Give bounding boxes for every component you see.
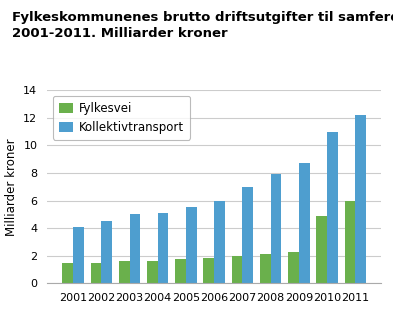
- Bar: [288, 251, 299, 283]
- Y-axis label: Milliarder kroner: Milliarder kroner: [5, 138, 18, 236]
- Bar: [186, 207, 196, 283]
- Bar: [147, 260, 158, 283]
- Bar: [119, 261, 130, 283]
- Bar: [260, 254, 271, 283]
- Legend: Fylkesvei, Kollektivtransport: Fylkesvei, Kollektivtransport: [53, 96, 190, 140]
- Bar: [73, 227, 84, 283]
- Bar: [299, 163, 310, 283]
- Bar: [158, 213, 169, 283]
- Bar: [204, 258, 214, 283]
- Bar: [62, 263, 73, 283]
- Bar: [355, 115, 366, 283]
- Bar: [316, 216, 327, 283]
- Bar: [327, 132, 338, 283]
- Text: Fylkeskommunenes brutto driftsutgifter til samferdselsformål.
2001-2011. Milliar: Fylkeskommunenes brutto driftsutgifter t…: [12, 10, 393, 40]
- Bar: [175, 259, 186, 283]
- Bar: [130, 214, 140, 283]
- Bar: [271, 174, 281, 283]
- Bar: [101, 221, 112, 283]
- Bar: [232, 256, 242, 283]
- Bar: [242, 187, 253, 283]
- Bar: [90, 263, 101, 283]
- Bar: [214, 201, 225, 283]
- Bar: [345, 201, 355, 283]
